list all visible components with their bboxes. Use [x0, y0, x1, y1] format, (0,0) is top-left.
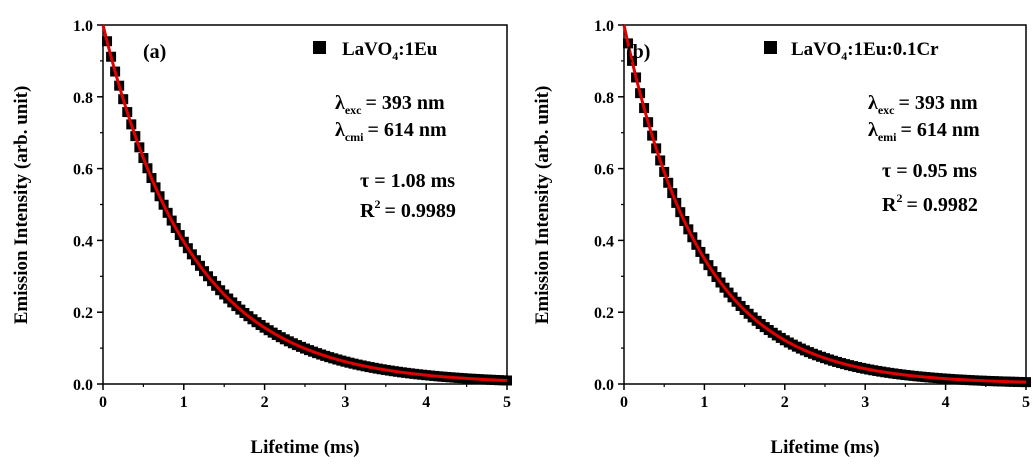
x-tick-label: 5 [1022, 394, 1030, 411]
plot-area-b: 0 1 2 3 4 5 0.0 0.2 0.4 0.6 0.8 1.0 [594, 18, 1031, 411]
y-tick-label: 0.8 [594, 90, 614, 107]
x-tick-label: 1 [700, 394, 708, 411]
y-tick-label: 1.0 [73, 18, 93, 35]
panel-a: 0 1 2 3 4 5 0.0 0.2 0.4 0.6 0.8 1.0 Lifetime (ms) E… [11, 18, 512, 458]
lifetime-label-a: τ = 1.08 ms [360, 170, 455, 192]
x-axis-title-b: Lifetime (ms) [770, 437, 879, 458]
y-tick-label: 0.6 [594, 162, 614, 179]
y-axis-title-a: Emission Intensity (arb. unit) [11, 86, 32, 325]
y-tick-label: 0.2 [594, 305, 614, 322]
x-axis-title-a: Lifetime (ms) [250, 437, 359, 458]
x-tick-label: 5 [503, 394, 511, 411]
panel-b: 0 1 2 3 4 5 0.0 0.2 0.4 0.6 0.8 1.0 Lifetime (ms) E… [532, 18, 1031, 458]
x-tick-label: 3 [341, 394, 349, 411]
y-tick-label: 1.0 [594, 18, 614, 35]
x-tick-label: 2 [261, 394, 269, 411]
x-tick-label: 2 [781, 394, 789, 411]
excitation-label-b: λexc = 393 nm [868, 92, 978, 117]
y-tick-label: 0.0 [73, 377, 93, 394]
y-tick-label: 0.8 [73, 90, 93, 107]
r-squared-label-a: R2 = 0.9989 [360, 197, 456, 222]
emission-label-a: λcmi = 614 nm [335, 119, 447, 144]
legend-label-b: LaVO4:1Eu:0.1Cr [791, 39, 939, 63]
x-tick-label: 3 [861, 394, 869, 411]
x-tick-label: 0 [620, 394, 628, 411]
x-tick-label: 1 [180, 394, 188, 411]
y-tick-label: 0.6 [73, 162, 93, 179]
fit-curve [101, 24, 508, 382]
r-squared-label-b: R2 = 0.9982 [882, 191, 978, 216]
legend-label-a: LaVO4:1Eu [342, 39, 438, 63]
y-tick-label: 0.2 [73, 305, 93, 322]
lifetime-label-b: τ = 0.95 ms [882, 160, 977, 182]
fit-curve [622, 24, 1027, 384]
y-axis-title-b: Emission Intensity (arb. unit) [532, 86, 553, 325]
y-tick-label: 0.4 [594, 233, 614, 250]
excitation-label-a: λexc = 393 nm [335, 92, 445, 117]
y-tick-label: 0.4 [73, 233, 93, 250]
data-point [1021, 377, 1031, 388]
x-tick-label: 0 [99, 394, 107, 411]
plot-area-a: 0 1 2 3 4 5 0.0 0.2 0.4 0.6 0.8 1.0 [73, 18, 512, 411]
legend-marker-b [764, 41, 777, 54]
panel-label-b: (b) [626, 41, 650, 63]
emission-label-b: λemi = 614 nm [868, 119, 980, 144]
panel-label-a: (a) [143, 41, 166, 63]
x-tick-label: 4 [942, 394, 950, 411]
x-tick-label: 4 [422, 394, 430, 411]
legend-marker-a [313, 41, 326, 54]
y-tick-label: 0.0 [594, 377, 614, 394]
